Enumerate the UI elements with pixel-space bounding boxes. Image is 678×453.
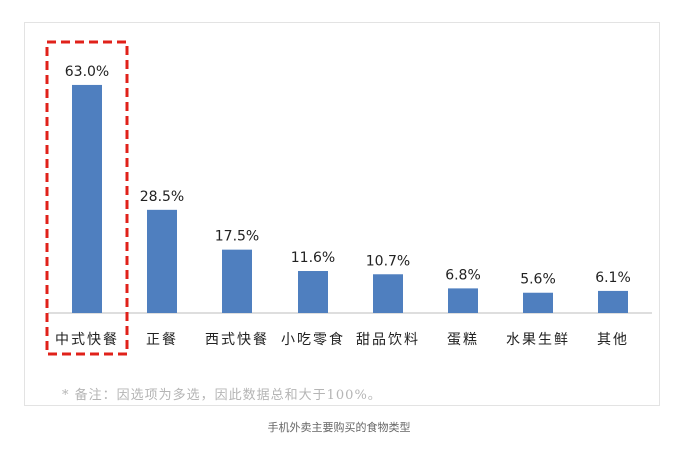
data-label-1: 63.0%	[65, 64, 109, 80]
data-label-7: 5.6%	[520, 272, 556, 288]
category-label-7: 水果生鲜	[506, 332, 570, 348]
category-label-5: 甜品饮料	[356, 332, 420, 348]
bar-7	[523, 292, 553, 313]
category-label-3: 西式快餐	[205, 332, 269, 348]
bar-6	[448, 288, 478, 313]
chart-note: * 备注：因选项为多选，因此数据总和大于100%。	[62, 388, 382, 403]
data-label-2: 28.5%	[140, 189, 184, 205]
data-label-5: 10.7%	[366, 253, 410, 269]
category-label-8: 其他	[597, 332, 629, 348]
category-label-1: 中式快餐	[55, 332, 119, 348]
data-label-8: 6.1%	[595, 270, 631, 286]
figure-caption: 手机外卖主要购买的食物类型	[267, 421, 411, 434]
bar-8	[598, 290, 628, 313]
chart-panel	[24, 22, 660, 406]
bar-3	[222, 249, 252, 313]
category-label-2: 正餐	[146, 332, 178, 348]
category-label-6: 蛋糕	[447, 332, 479, 348]
category-label-4: 小吃零食	[281, 331, 345, 348]
data-label-4: 11.6%	[291, 250, 335, 266]
bar-2	[147, 209, 177, 313]
bar-4	[298, 271, 328, 313]
bar-5	[373, 274, 403, 313]
data-label-6: 6.8%	[445, 267, 481, 283]
bar-1	[72, 84, 102, 313]
data-label-3: 17.5%	[215, 229, 259, 245]
